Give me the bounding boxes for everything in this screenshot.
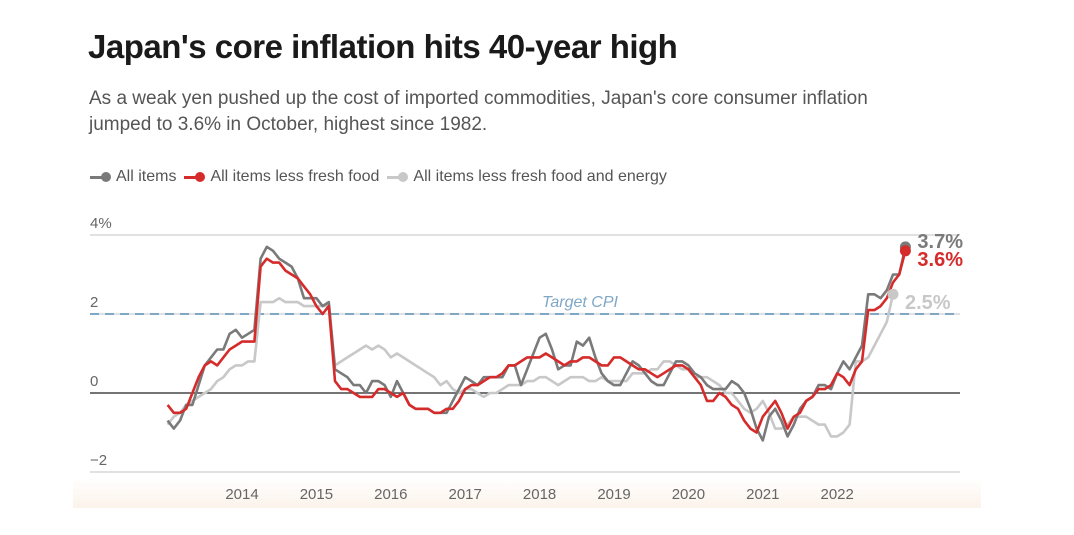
- x-tick-label: 2022: [821, 486, 854, 503]
- legend-swatch-icon: [90, 171, 112, 183]
- x-tick-label: 2020: [672, 486, 705, 503]
- x-tick-label: 2019: [597, 486, 630, 503]
- legend: All items All items less fresh food All …: [90, 168, 675, 186]
- series-end-label: 2.5%: [905, 292, 951, 314]
- legend-label: All items less fresh food: [210, 168, 380, 185]
- x-tick-label: 2018: [523, 486, 556, 503]
- x-axis-ticks: 2014 2015 2016 2017 2018 2019 2020 2021 2022: [225, 486, 854, 503]
- series-end-markers: 2.5% 3.7%3.6%: [887, 231, 963, 314]
- legend-swatch-icon: [184, 171, 206, 183]
- y-tick-label: 2: [90, 294, 98, 311]
- x-tick-label: 2017: [449, 486, 482, 503]
- x-tick-label: 2021: [746, 486, 779, 503]
- series-end-dot: [899, 245, 911, 257]
- y-tick-label: 4%: [90, 215, 112, 232]
- x-tick-label: 2014: [225, 486, 258, 503]
- target-cpi-line: Target CPI: [90, 294, 960, 315]
- y-tick-label: 0: [90, 373, 98, 390]
- legend-item-less-fresh-food-and-energy[interactable]: All items less fresh food and energy: [387, 168, 667, 186]
- series-end-dot: [887, 288, 899, 300]
- series-line-2: [166, 294, 895, 438]
- chart-title: Japan's core inflation hits 40-year high: [88, 28, 678, 65]
- legend-label: All items less fresh food and energy: [413, 168, 667, 185]
- series-lines: [166, 245, 907, 442]
- legend-swatch-icon: [387, 171, 409, 183]
- series-end-label: 3.6%: [917, 249, 963, 271]
- legend-label: All items: [116, 168, 177, 185]
- series-end-label: 3.7%: [917, 231, 963, 253]
- series-line-0: [166, 245, 907, 442]
- y-axis-ticks: 4% 2 0 −2: [90, 215, 112, 469]
- chart-subtitle: As a weak yen pushed up the cost of impo…: [89, 88, 868, 135]
- x-tick-label: 2015: [300, 486, 333, 503]
- series-line-1: [166, 250, 907, 434]
- target-cpi-label: Target CPI: [542, 294, 618, 311]
- footer-band: [73, 478, 981, 508]
- legend-item-less-fresh-food[interactable]: All items less fresh food: [184, 168, 379, 186]
- y-tick-label: −2: [90, 452, 107, 469]
- x-tick-label: 2016: [374, 486, 407, 503]
- gridlines: [90, 234, 960, 473]
- legend-item-all-items[interactable]: All items: [90, 168, 176, 186]
